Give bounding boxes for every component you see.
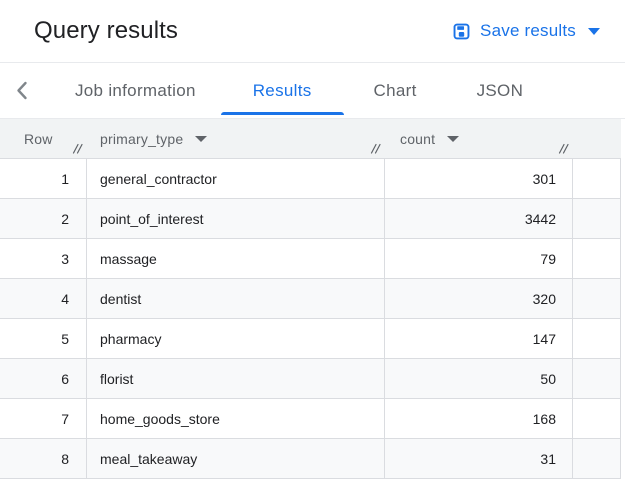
count-cell: 301 xyxy=(385,159,573,198)
tab-results-label: Results xyxy=(252,80,312,100)
caret-down-icon[interactable] xyxy=(195,135,208,142)
table-row: 8 meal_takeaway 31 xyxy=(0,439,621,479)
caret-down-icon xyxy=(588,27,600,35)
tab-results[interactable]: Results xyxy=(220,63,344,118)
save-results-label: Save results xyxy=(480,21,576,40)
count-cell: 79 xyxy=(385,239,573,278)
tab-chart[interactable]: Chart xyxy=(374,63,417,118)
tab-chart-label: Chart xyxy=(373,80,417,100)
page-title: Query results xyxy=(34,17,179,44)
results-table: Row primary_type count xyxy=(0,119,621,479)
spacer-cell xyxy=(573,439,621,478)
table-body: 1 general_contractor 301 2 point_of_inte… xyxy=(0,159,621,479)
column-header-row: Row xyxy=(0,119,87,158)
tab-json-label: JSON xyxy=(476,80,524,100)
tab-json[interactable]: JSON xyxy=(477,63,524,118)
table-row: 5 pharmacy 147 xyxy=(0,319,621,359)
primary-type-cell: general_contractor xyxy=(87,159,385,198)
primary-type-cell: pharmacy xyxy=(87,319,385,358)
table-row: 6 florist 50 xyxy=(0,359,621,399)
spacer-cell xyxy=(573,199,621,238)
primary-type-cell: point_of_interest xyxy=(87,199,385,238)
row-number-cell: 7 xyxy=(0,399,87,438)
spacer-cell xyxy=(573,319,621,358)
count-cell: 50 xyxy=(385,359,573,398)
column-header-primary-type-label: primary_type xyxy=(100,130,184,147)
save-results-button[interactable]: Save results xyxy=(452,21,600,41)
table-row: 7 home_goods_store 168 xyxy=(0,399,621,439)
primary-type-cell: massage xyxy=(87,239,385,278)
row-number-cell: 8 xyxy=(0,439,87,478)
tab-job-information-label: Job information xyxy=(75,80,196,100)
count-cell: 3442 xyxy=(385,199,573,238)
primary-type-cell: florist xyxy=(87,359,385,398)
primary-type-cell: meal_takeaway xyxy=(87,439,385,478)
save-icon xyxy=(452,22,471,41)
row-number-cell: 1 xyxy=(0,159,87,198)
table-row: 1 general_contractor 301 xyxy=(0,159,621,199)
row-number-cell: 6 xyxy=(0,359,87,398)
spacer-cell xyxy=(573,239,621,278)
table-row: 3 massage 79 xyxy=(0,239,621,279)
column-header-spacer xyxy=(573,119,621,158)
results-tabbar: Job information Results Chart JSON xyxy=(0,63,625,119)
column-header-row-label: Row xyxy=(24,130,53,147)
spacer-cell xyxy=(573,399,621,438)
count-cell: 31 xyxy=(385,439,573,478)
spacer-cell xyxy=(573,159,621,198)
spacer-cell xyxy=(573,359,621,398)
row-number-cell: 2 xyxy=(0,199,87,238)
column-header-count: count xyxy=(385,119,573,158)
table-row: 4 dentist 320 xyxy=(0,279,621,319)
column-resize-handle-icon[interactable] xyxy=(557,142,570,155)
column-resize-handle-icon[interactable] xyxy=(71,142,84,155)
spacer-cell xyxy=(573,279,621,318)
count-cell: 168 xyxy=(385,399,573,438)
count-cell: 320 xyxy=(385,279,573,318)
tab-job-information[interactable]: Job information xyxy=(75,63,196,118)
caret-down-icon[interactable] xyxy=(447,135,460,142)
table-row: 2 point_of_interest 3442 xyxy=(0,199,621,239)
row-number-cell: 4 xyxy=(0,279,87,318)
chevron-left-icon[interactable] xyxy=(13,63,29,118)
panel-titlebar: Query results Save results xyxy=(0,0,625,63)
row-number-cell: 3 xyxy=(0,239,87,278)
column-header-count-label: count xyxy=(400,130,436,147)
active-tab-underline xyxy=(220,112,344,115)
column-header-primary-type: primary_type xyxy=(87,119,385,158)
primary-type-cell: dentist xyxy=(87,279,385,318)
column-resize-handle-icon[interactable] xyxy=(369,142,382,155)
count-cell: 147 xyxy=(385,319,573,358)
row-number-cell: 5 xyxy=(0,319,87,358)
table-header-row: Row primary_type count xyxy=(0,119,621,159)
primary-type-cell: home_goods_store xyxy=(87,399,385,438)
